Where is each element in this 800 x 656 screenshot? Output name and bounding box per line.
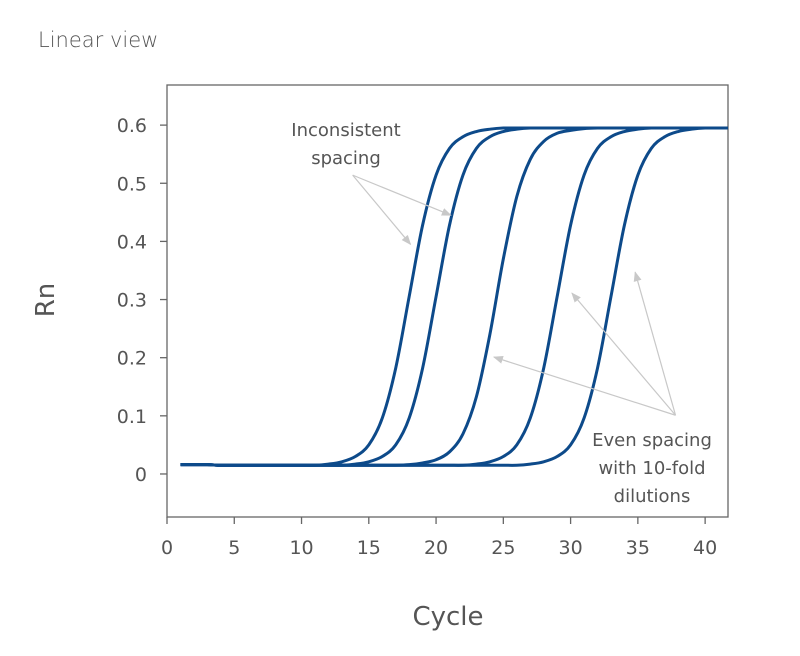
x-tick-label: 30	[559, 537, 583, 559]
annotation-label: with 10-fold	[598, 458, 705, 479]
amplification-curve	[180, 126, 728, 467]
x-tick-label: 25	[491, 537, 515, 559]
chart-title: Linear view	[38, 28, 159, 52]
annotation-label: Even spacing	[592, 430, 712, 451]
amplification-curve	[180, 126, 728, 467]
annotation-label: Inconsistent	[291, 120, 400, 141]
y-tick-label: 0.4	[117, 231, 147, 253]
annotation-arrow	[633, 271, 677, 416]
annotation-arrow	[492, 356, 676, 416]
annotation-label: spacing	[311, 148, 381, 169]
y-tick-label: 0.1	[117, 406, 147, 428]
y-tick-label: 0.2	[117, 348, 147, 370]
amplification-curve	[180, 126, 728, 467]
x-tick-label: 20	[424, 537, 448, 559]
x-tick-label: 15	[357, 537, 381, 559]
amplification-curve	[180, 126, 728, 467]
x-axis-label: Cycle	[412, 602, 483, 632]
annotation-arrow	[571, 292, 676, 416]
x-tick-label: 40	[693, 537, 717, 559]
plot-frame	[166, 84, 729, 518]
annotation-arrow	[352, 174, 412, 246]
y-tick-label: 0.3	[117, 290, 147, 312]
x-tick-label: 5	[228, 537, 240, 559]
annotation-arrow	[352, 174, 452, 216]
x-tick-label: 35	[626, 537, 650, 559]
y-axis-label: Rn	[31, 283, 61, 318]
annotation-label: dilutions	[614, 486, 691, 507]
y-tick-label: 0.5	[117, 173, 147, 195]
x-tick-label: 0	[161, 537, 173, 559]
x-tick-label: 10	[289, 537, 313, 559]
y-tick-label: 0	[135, 464, 147, 486]
amplification-curve	[180, 126, 728, 467]
y-tick-label: 0.6	[117, 115, 147, 137]
